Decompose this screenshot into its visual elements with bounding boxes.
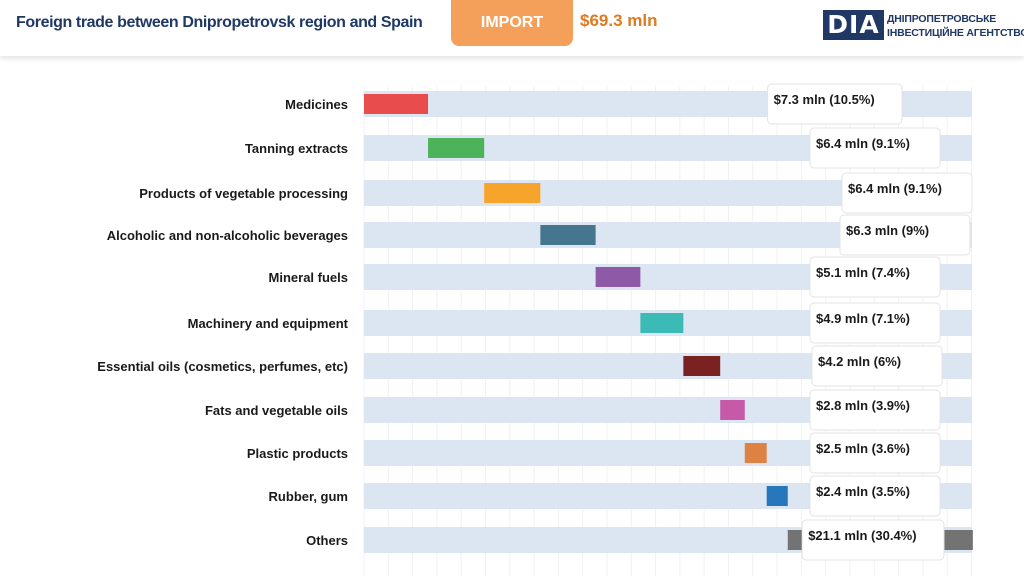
value-callout: $2.4 mln (3.5%) xyxy=(809,475,941,517)
total-value: $69.3 mln xyxy=(580,11,658,30)
category-label: Medicines xyxy=(285,97,348,112)
page-title: Foreign trade between Dnipropetrovsk reg… xyxy=(16,14,423,31)
category-label: Mineral fuels xyxy=(269,270,348,285)
category-label: Fats and vegetable oils xyxy=(205,403,348,418)
category-label: Tanning extracts xyxy=(245,141,348,156)
category-label: Alcoholic and non-alcoholic beverages xyxy=(107,228,348,243)
callout-box xyxy=(809,302,941,344)
data-label: $21.1 mln (30.4%) xyxy=(808,528,916,543)
value-callout: $2.8 mln (3.9%) xyxy=(809,389,941,431)
value-callout: $4.2 mln (6%) xyxy=(811,345,943,387)
data-label: $6.4 mln (9.1%) xyxy=(816,136,910,151)
import-tab[interactable]: IMPORT xyxy=(451,0,573,46)
bar xyxy=(595,267,641,287)
data-label: $2.4 mln (3.5%) xyxy=(816,484,910,499)
callout-box xyxy=(809,127,941,169)
dia-logo: DIA ДНІПРОПЕТРОВСЬКЕ ІНВЕСТИЦІЙНЕ АГЕНТС… xyxy=(823,10,1024,42)
value-callout: $6.4 mln (9.1%) xyxy=(809,127,941,169)
category-label: Machinery and equipment xyxy=(188,316,349,331)
value-callout: $21.1 mln (30.4%) xyxy=(801,519,945,561)
callout-box xyxy=(839,214,971,256)
callout-box xyxy=(841,172,973,214)
callout-box xyxy=(801,519,945,561)
value-callout: $7.3 mln (10.5%) xyxy=(767,83,903,125)
callout-box xyxy=(809,432,941,474)
header-bar: Foreign trade between Dnipropetrovsk reg… xyxy=(0,0,1024,56)
category-label: Products of vegetable processing xyxy=(139,186,348,201)
callout-box xyxy=(809,256,941,298)
bar xyxy=(683,356,721,376)
data-label: $2.8 mln (3.9%) xyxy=(816,398,910,413)
category-label: Essential oils (cosmetics, perfumes, etc… xyxy=(97,359,348,374)
data-label: $6.3 mln (9%) xyxy=(846,223,929,238)
callout-box xyxy=(811,345,943,387)
bar xyxy=(484,183,541,203)
data-label: $6.4 mln (9.1%) xyxy=(848,181,942,196)
logo-line-1: ДНІПРОПЕТРОВСЬКЕ xyxy=(887,13,997,25)
bar xyxy=(766,486,788,506)
category-label: Others xyxy=(306,533,348,548)
bar xyxy=(540,225,596,245)
bar xyxy=(364,94,429,114)
logo-line-2: ІНВЕСТИЦІЙНЕ АГЕНТСТВО xyxy=(887,27,1024,39)
category-label: Rubber, gum xyxy=(269,489,348,504)
value-callout: $4.9 mln (7.1%) xyxy=(809,302,941,344)
bar xyxy=(640,313,684,333)
bar xyxy=(720,400,745,420)
data-label: $2.5 mln (3.6%) xyxy=(816,441,910,456)
value-callout: $6.3 mln (9%) xyxy=(839,214,971,256)
logo-abbr: DIA xyxy=(823,10,884,40)
bar xyxy=(744,443,767,463)
data-label: $4.9 mln (7.1%) xyxy=(816,311,910,326)
bar xyxy=(428,138,485,158)
callout-box xyxy=(809,475,941,517)
value-callout: $6.4 mln (9.1%) xyxy=(841,172,973,214)
callout-box xyxy=(767,83,903,125)
data-label: $5.1 mln (7.4%) xyxy=(816,265,910,280)
category-label: Plastic products xyxy=(247,446,348,461)
data-label: $4.2 mln (6%) xyxy=(818,354,901,369)
callout-box xyxy=(809,389,941,431)
data-label: $7.3 mln (10.5%) xyxy=(774,92,875,107)
value-callout: $5.1 mln (7.4%) xyxy=(809,256,941,298)
value-callout: $2.5 mln (3.6%) xyxy=(809,432,941,474)
waterfall-chart: Medicines $7.3 mln (10.5%) Tanning extract… xyxy=(97,83,973,576)
